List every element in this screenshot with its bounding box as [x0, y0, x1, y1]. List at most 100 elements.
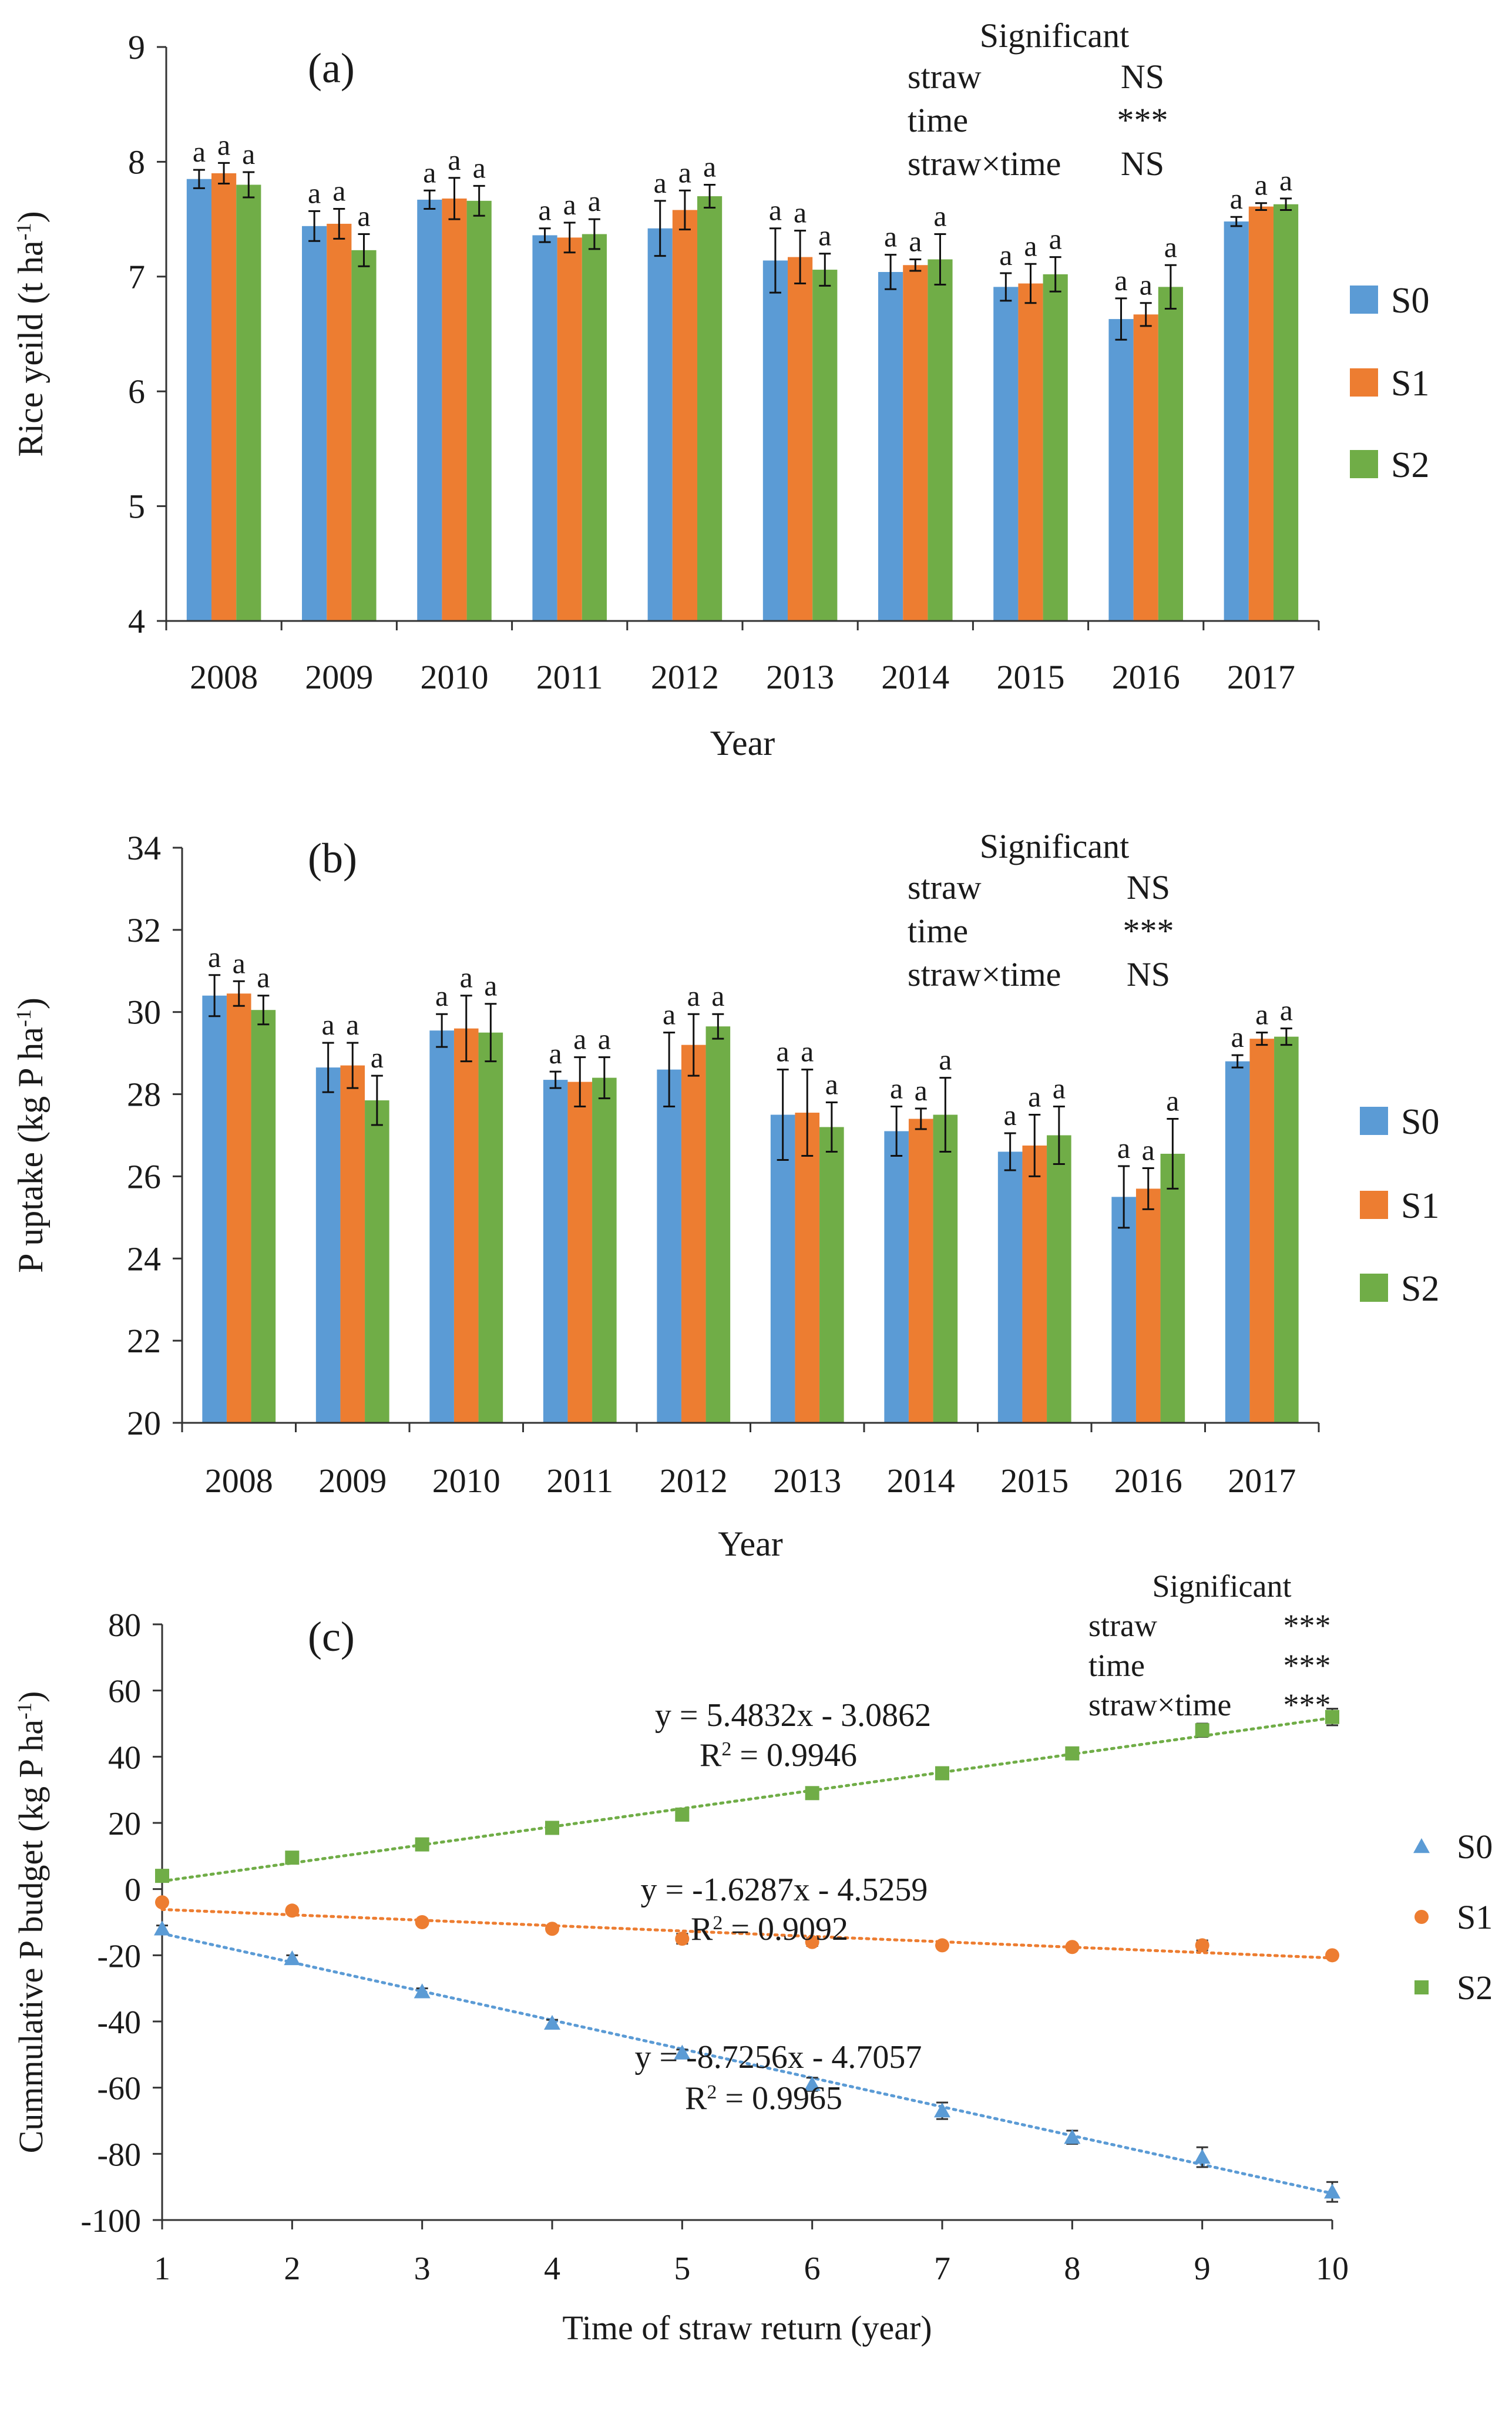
panel-a-x-tick-label: 2012: [651, 658, 719, 696]
panel-a-significance-letter: a: [818, 219, 831, 252]
panel-b-significance-letter: a: [801, 1035, 814, 1068]
panel-b-significance-letter: a: [1004, 1099, 1017, 1131]
panel-a-bar-s0: [878, 271, 903, 621]
panel-a-significance-letter: a: [1255, 169, 1268, 201]
panel-c-point-s2: [285, 1851, 300, 1865]
panel-b-significance-letter: a: [1142, 1133, 1155, 1166]
panel-c-x-tick-label: 8: [1064, 2251, 1080, 2287]
panel-a-bar-s0: [647, 228, 673, 621]
panel-c-significance-title: Significant: [1153, 1569, 1292, 1604]
panel-c-point-s2: [1195, 1723, 1209, 1738]
panel-a-bar-s0: [1108, 319, 1134, 621]
panel-b-x-tick-label: 2010: [432, 1462, 500, 1500]
panel-b-x-tick-label: 2014: [887, 1462, 955, 1500]
panel-c-x-tick-label: 2: [284, 2251, 300, 2287]
panel-b-legend-swatch-s2: [1360, 1274, 1388, 1302]
panel-b-x-tick-label: 2013: [773, 1462, 841, 1500]
panel-a-significance-factor: time: [908, 101, 968, 139]
panel-a-bar-s2: [928, 259, 953, 621]
panel-a-significance-letter: a: [1114, 264, 1127, 297]
panel-c-y-axis-label: Cummulative P budget (kg P ha-1): [12, 1691, 50, 2154]
panel-a-bar-s0: [993, 287, 1019, 621]
panel-b-significance-letter: a: [257, 961, 270, 994]
panel-a-bar-s0: [1224, 221, 1249, 621]
panel-b-significance-letter: a: [1280, 994, 1293, 1027]
panel-c-point-s1: [805, 1935, 819, 1949]
panel-a-significance-letter: a: [654, 166, 667, 199]
panel-a-y-tick-label: 9: [128, 28, 145, 66]
panel-c-significance-factor: straw×time: [1088, 1687, 1231, 1722]
panel-b-bar-s1: [795, 1113, 820, 1423]
panel-c-y-tick-label: -100: [80, 2203, 141, 2239]
panel-c-trendline-s2: [160, 1716, 1334, 1883]
panel-b-y-tick-label: 28: [127, 1076, 161, 1114]
panel-a-significance-letter: a: [423, 156, 436, 189]
panel-a-y-tick-label: 4: [128, 602, 145, 640]
panel-a-bar-s2: [812, 270, 838, 621]
panel-b-significance-letter: a: [435, 979, 448, 1012]
panel-c-r2-s1: R2 = 0.9092: [691, 1911, 848, 1947]
panel-b-significance-letter: a: [1028, 1080, 1041, 1113]
panel-b-bar-s0: [884, 1131, 909, 1423]
panel-b-bar-s2: [819, 1127, 844, 1423]
panel-c-point-s0: [414, 1983, 431, 1999]
panel-b-bar-s0: [315, 1067, 341, 1423]
panel-c-point-s0: [934, 2103, 950, 2118]
panel-a-significance-title: Significant: [980, 16, 1130, 55]
panel-a-legend-swatch-s0: [1350, 286, 1378, 314]
panel-b-significance-letter: a: [484, 969, 497, 1002]
panel-a-bar-s1: [903, 265, 928, 621]
panel-b-significance-letter: a: [598, 1023, 611, 1056]
panel-a-y-axis-label: Rice yeild (t ha-1): [11, 211, 50, 456]
panel-a-legend-label-s0: S0: [1391, 281, 1429, 321]
panel-b-bar-s1: [1022, 1145, 1047, 1423]
panel-b-significance-factor: straw×time: [908, 955, 1061, 993]
panel-c-point-s1: [1065, 1940, 1080, 1954]
panel-b-bar-s2: [251, 1010, 276, 1423]
panel-b-bar-s2: [705, 1026, 731, 1423]
panel-c-equation-s0: y = -8.7256x - 4.7057: [635, 2039, 922, 2076]
panel-c-point-s0: [154, 1920, 170, 1936]
panel-b-significance-factor: time: [908, 912, 968, 950]
panel-a-bar-s1: [327, 223, 352, 621]
panel-c-point-s2: [805, 1786, 819, 1801]
panel-c-x-tick-label: 5: [674, 2251, 690, 2287]
panel-c-point-s0: [1064, 2129, 1081, 2144]
panel-b-significance-letter: a: [371, 1041, 384, 1074]
panel-a-significance-letter: a: [193, 135, 206, 168]
panel-b-significance-letter: a: [1255, 998, 1268, 1031]
panel-b-significance-value: ***: [1123, 912, 1174, 950]
panel-c-y-tick-label: -40: [97, 2004, 141, 2041]
panel-a-significance-letter: a: [769, 194, 782, 227]
panel-a-y-tick-label: 7: [128, 258, 145, 296]
panel-b-x-axis-label: Year: [718, 1524, 783, 1563]
panel-c-x-tick-label: 7: [934, 2251, 950, 2287]
panel-c-point-s1: [1195, 1938, 1209, 1953]
panel-b-significance-letter: a: [549, 1037, 562, 1070]
panel-a-bar-s2: [582, 234, 607, 621]
panel-a-bar-s1: [1018, 283, 1043, 621]
panel-c-point-s0: [284, 1950, 301, 1966]
panel-b-significance-letter: a: [322, 1008, 335, 1041]
panel-c-y-tick-label: 80: [108, 1607, 141, 1644]
panel-b-bar-s2: [365, 1100, 389, 1423]
panel-c-y-tick-label: 0: [125, 1872, 141, 1909]
panel-b-bar-s1: [681, 1045, 706, 1423]
panel-b-significance-letter: a: [460, 961, 473, 994]
panel-b-bar-s0: [1111, 1197, 1136, 1423]
panel-b-significance-letter: a: [663, 998, 676, 1031]
panel-c-point-s1: [1325, 1948, 1339, 1963]
panel-b-bar-s0: [770, 1114, 795, 1423]
panel-a-legend-label-s1: S1: [1391, 364, 1429, 404]
panel-a-significance-letter: a: [1230, 182, 1243, 215]
panel-b-significance-letter: a: [939, 1043, 952, 1076]
panel-a-panel-label: (a): [308, 45, 355, 92]
panel-c-y-tick-label: 60: [108, 1674, 141, 1710]
panel-b-bar-s2: [478, 1032, 503, 1423]
panel-c-point-s0: [1194, 2148, 1211, 2164]
panel-b-legend-label-s2: S2: [1401, 1269, 1439, 1309]
panel-c-significance-factor: time: [1088, 1648, 1145, 1683]
panel-a-significance-letter: a: [332, 174, 345, 207]
panel-c-equation-s2: y = 5.4832x - 3.0862: [655, 1697, 931, 1734]
